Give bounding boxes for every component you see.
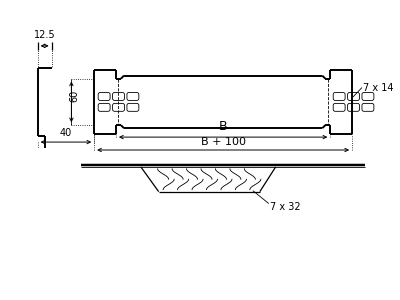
Text: B + 100: B + 100 bbox=[201, 137, 246, 147]
Text: 40: 40 bbox=[60, 128, 72, 138]
Text: 7 x 14: 7 x 14 bbox=[363, 82, 394, 92]
Text: 12.5: 12.5 bbox=[34, 30, 56, 40]
Text: 60: 60 bbox=[69, 90, 79, 102]
Text: B: B bbox=[219, 120, 228, 133]
Text: 7 x 32: 7 x 32 bbox=[270, 202, 300, 212]
